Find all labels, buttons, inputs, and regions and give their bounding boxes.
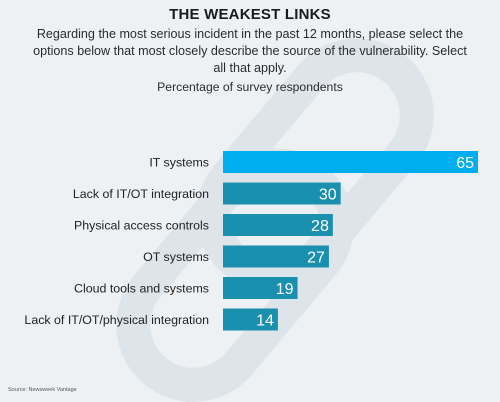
axis-caption: Percentage of survey respondents (157, 80, 343, 94)
category-label: Lack of IT/OT/physical integration (24, 313, 209, 327)
chart-subtitle: Regarding the most serious incident in t… (33, 27, 467, 75)
value-label: 14 (256, 313, 274, 330)
category-label: Lack of IT/OT integration (73, 187, 209, 201)
value-label: 27 (307, 250, 325, 267)
category-label: OT systems (143, 250, 209, 264)
category-label: Cloud tools and systems (74, 282, 209, 296)
value-label: 30 (319, 187, 337, 204)
bar-physical-access-controls (223, 214, 333, 236)
bar-lack-of-it-ot-physical-integration (223, 308, 278, 331)
value-label: 65 (456, 155, 474, 172)
source-note: Source: Newsweek Vantage (8, 387, 77, 393)
bar-cloud-tools-and-systems (223, 277, 298, 299)
category-label: Physical access controls (74, 219, 209, 233)
value-label: 28 (311, 218, 329, 235)
bar-lack-of-it-ot-integration (223, 182, 341, 205)
bar-ot-systems (223, 245, 329, 268)
chart-title: THE WEAKEST LINKS (169, 6, 331, 23)
bar-it-systems (223, 151, 478, 173)
category-label: IT systems (149, 156, 209, 170)
value-label: 19 (276, 281, 294, 298)
